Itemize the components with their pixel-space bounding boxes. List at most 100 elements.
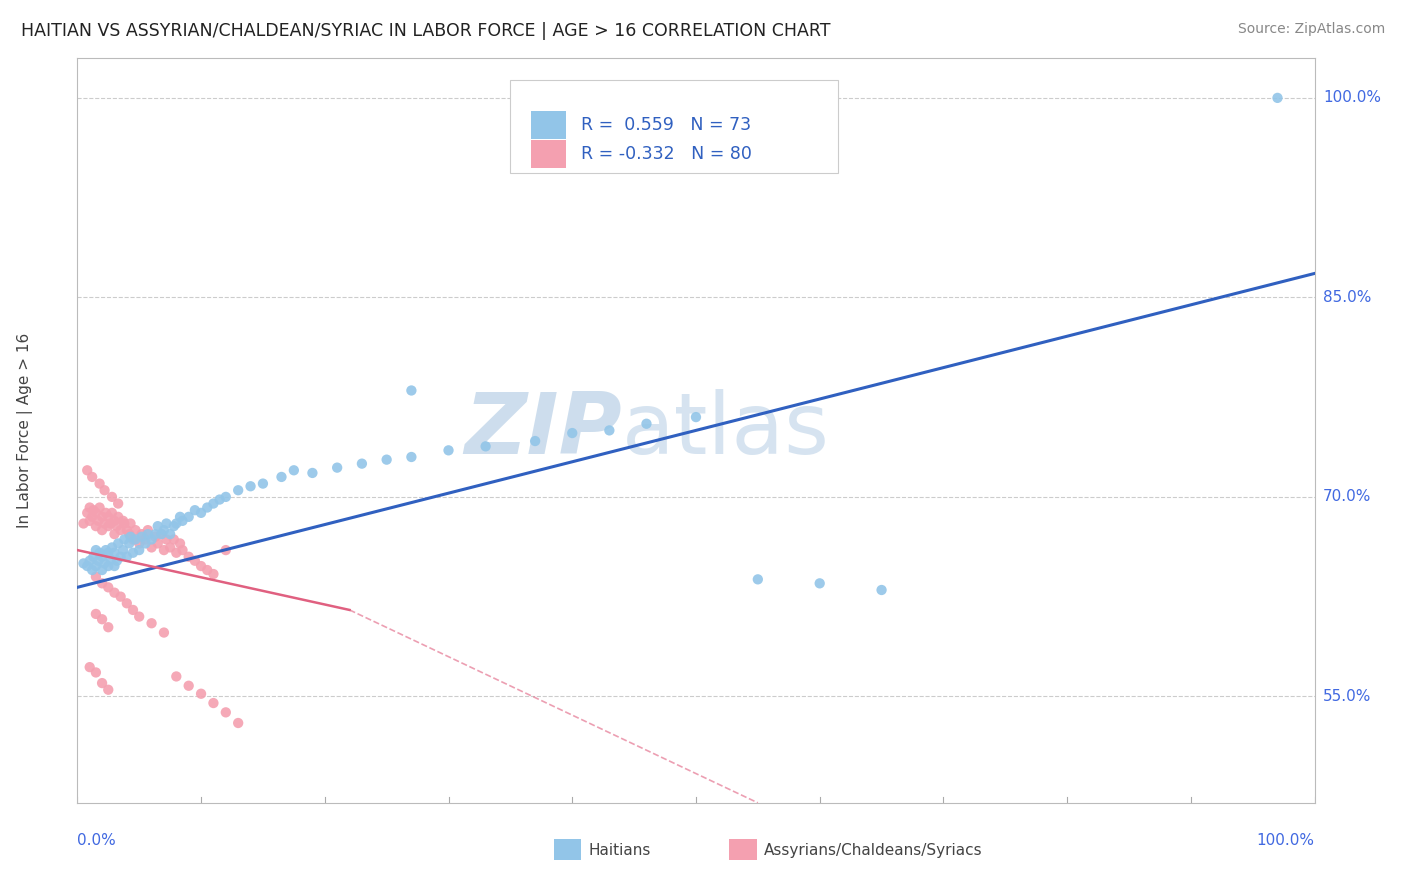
Point <box>169 509 191 524</box>
Point <box>97 580 120 594</box>
Point <box>239 479 262 493</box>
Point <box>84 559 107 574</box>
Point <box>195 500 218 515</box>
Point <box>115 523 138 537</box>
FancyBboxPatch shape <box>531 111 567 139</box>
Point <box>91 576 114 591</box>
Point <box>112 516 135 531</box>
Text: 100.0%: 100.0% <box>1257 833 1315 848</box>
Point <box>172 543 194 558</box>
Point <box>76 463 98 477</box>
Point <box>169 536 191 550</box>
Point <box>89 476 111 491</box>
Point <box>159 527 181 541</box>
Point <box>101 541 124 555</box>
Point <box>97 682 120 697</box>
Point <box>215 706 238 720</box>
Point <box>141 541 163 555</box>
Point <box>215 543 238 558</box>
Point <box>134 533 156 547</box>
Point <box>143 530 166 544</box>
Point <box>143 527 166 541</box>
Point <box>122 533 145 547</box>
Point <box>76 559 98 574</box>
Point <box>118 527 141 541</box>
Point <box>82 470 104 484</box>
Point <box>84 607 107 621</box>
Point <box>326 460 349 475</box>
Point <box>93 557 115 571</box>
Point <box>226 483 249 498</box>
Point <box>103 514 125 528</box>
Point <box>79 554 101 568</box>
Text: Assyrians/Chaldeans/Syriacs: Assyrians/Chaldeans/Syriacs <box>763 843 983 858</box>
Text: atlas: atlas <box>621 389 830 472</box>
Text: Source: ZipAtlas.com: Source: ZipAtlas.com <box>1237 22 1385 37</box>
Point <box>110 523 132 537</box>
Point <box>401 450 423 464</box>
Point <box>375 452 398 467</box>
Point <box>190 559 212 574</box>
Point <box>87 554 110 568</box>
Point <box>270 470 292 484</box>
Point <box>401 384 423 398</box>
Text: R =  0.559   N = 73: R = 0.559 N = 73 <box>581 116 751 134</box>
Point <box>94 506 117 520</box>
Point <box>172 514 194 528</box>
Text: 85.0%: 85.0% <box>1323 290 1371 305</box>
Point <box>153 523 176 537</box>
FancyBboxPatch shape <box>554 839 581 860</box>
Point <box>97 509 120 524</box>
Text: ZIP: ZIP <box>464 389 621 472</box>
Point <box>84 570 107 584</box>
Point <box>159 541 181 555</box>
Point <box>82 503 104 517</box>
Point <box>155 533 177 547</box>
Point <box>195 563 218 577</box>
Point <box>808 576 831 591</box>
Point <box>146 536 169 550</box>
Point <box>93 483 115 498</box>
Point <box>84 665 107 680</box>
Point <box>91 563 114 577</box>
Point <box>112 533 135 547</box>
Text: 0.0%: 0.0% <box>77 833 117 848</box>
Point <box>252 476 274 491</box>
Point <box>208 492 231 507</box>
Point <box>105 554 128 568</box>
Point <box>100 552 122 566</box>
Point <box>84 519 107 533</box>
Point <box>110 549 132 564</box>
Point <box>177 679 200 693</box>
Point <box>103 559 125 574</box>
Point <box>202 497 225 511</box>
FancyBboxPatch shape <box>730 839 756 860</box>
Point <box>561 425 583 440</box>
Point <box>870 582 893 597</box>
Point <box>115 549 138 564</box>
Point <box>103 546 125 560</box>
Point <box>150 527 173 541</box>
Point <box>437 443 460 458</box>
Point <box>165 669 187 683</box>
Point <box>598 424 620 438</box>
Point <box>103 585 125 599</box>
Point <box>91 676 114 690</box>
Point <box>153 543 176 558</box>
Point <box>215 490 238 504</box>
Point <box>101 506 124 520</box>
Point <box>184 554 207 568</box>
Text: HAITIAN VS ASSYRIAN/CHALDEAN/SYRIAC IN LABOR FORCE | AGE > 16 CORRELATION CHART: HAITIAN VS ASSYRIAN/CHALDEAN/SYRIAC IN L… <box>21 22 831 40</box>
Point <box>115 596 138 610</box>
Text: 100.0%: 100.0% <box>1323 90 1381 105</box>
Point <box>97 519 120 533</box>
Point <box>89 546 111 560</box>
Point <box>165 546 187 560</box>
Point <box>134 536 156 550</box>
Point <box>226 716 249 731</box>
Point <box>97 620 120 634</box>
Point <box>91 549 114 564</box>
Point <box>110 590 132 604</box>
Point <box>163 533 186 547</box>
Point <box>84 506 107 520</box>
